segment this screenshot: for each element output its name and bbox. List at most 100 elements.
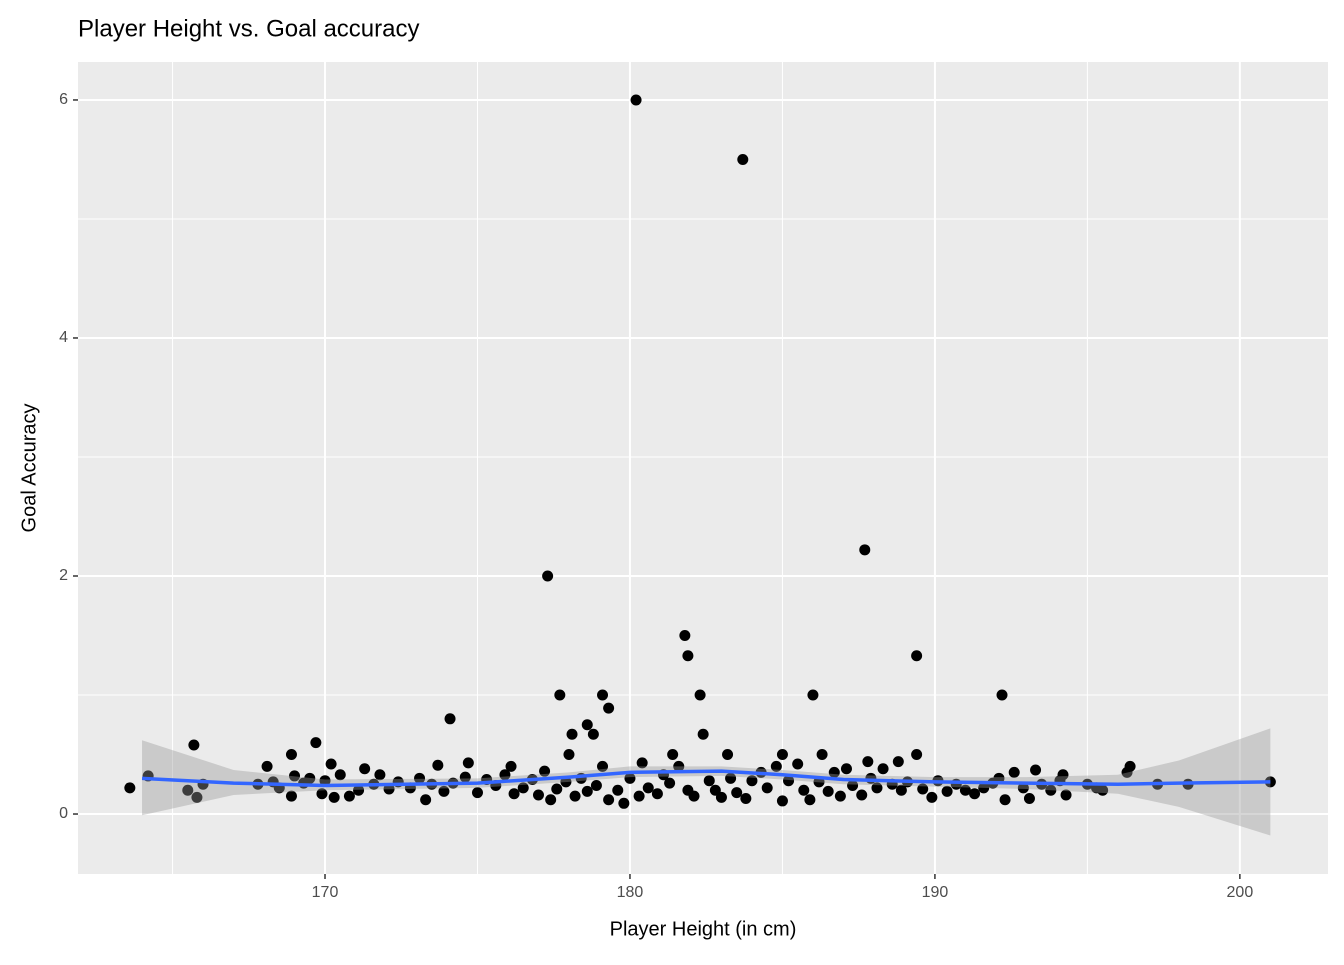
point [679,630,691,642]
point [969,788,981,800]
point [856,789,868,801]
point [633,790,645,802]
point [996,689,1008,701]
point [1057,769,1069,781]
x-tick-label: 170 [312,884,339,901]
point [191,791,203,803]
point [862,756,874,768]
x-axis-title: Player Height (in cm) [610,918,797,940]
point [505,760,517,772]
point [871,782,883,794]
point [917,783,929,795]
point [722,749,734,761]
point [597,760,609,772]
point [587,728,599,740]
point [188,739,200,751]
point [612,784,624,796]
point [847,779,859,791]
point [438,785,450,797]
point [667,749,679,761]
point [911,650,923,662]
point [816,749,828,761]
point [581,785,593,797]
x-tick-label: 190 [922,884,949,901]
point [1023,793,1035,805]
point [1008,766,1020,778]
point [642,782,654,794]
point [566,728,578,740]
point [374,769,386,781]
point [1030,764,1042,776]
point [563,749,575,761]
x-tick-label: 200 [1227,884,1254,901]
point [590,779,602,791]
point [325,758,337,770]
point [124,782,136,794]
point [353,784,365,796]
point [892,756,904,768]
point [828,766,840,778]
point [444,713,456,725]
point [542,570,554,582]
point [1121,766,1133,778]
point [316,788,328,800]
point [618,797,630,809]
point [694,689,706,701]
point [343,790,355,802]
point [310,737,322,749]
point [911,749,923,761]
point [569,790,581,802]
point [1060,789,1072,801]
point [624,772,636,784]
smooth-line [141,769,1271,788]
point [508,788,520,800]
point [182,784,194,796]
point [703,775,715,787]
point [715,791,727,803]
point [545,794,557,806]
point [517,782,529,794]
point [834,790,846,802]
point [432,759,444,771]
point [999,794,1011,806]
point [499,769,511,781]
point [664,777,676,789]
point [319,775,331,787]
point [471,787,483,799]
point [289,770,301,782]
point [978,782,990,794]
point [737,153,749,165]
panel [78,62,1328,874]
point [304,772,316,784]
point [261,760,273,772]
x-tick-label: 180 [617,884,644,901]
point [807,689,819,701]
point [285,790,297,802]
point [359,763,371,775]
y-tick-label: 2 [59,567,68,584]
point [1017,782,1029,794]
point [798,784,810,796]
point [539,765,551,777]
point [597,689,609,701]
point [804,794,816,806]
point [420,794,432,806]
point [551,783,563,795]
point [725,772,737,784]
point [783,775,795,787]
point [651,788,663,800]
point [688,790,700,802]
point [740,793,752,805]
point [459,771,471,783]
point [636,757,648,769]
point [603,702,615,714]
point [383,783,395,795]
point [859,544,871,556]
point [792,758,804,770]
point [581,719,593,731]
y-tick-label: 4 [59,329,68,346]
point [959,784,971,796]
point [334,769,346,781]
point [746,775,758,787]
point [630,94,642,106]
